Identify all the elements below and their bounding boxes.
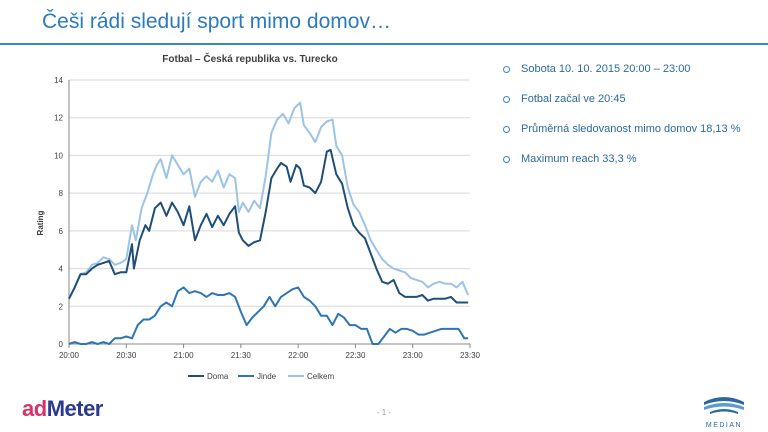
page-number: - 1 - [376, 408, 392, 417]
y-axis-label: Rating [36, 210, 45, 235]
y-tick-label: 6 [59, 227, 64, 236]
bullet-item-date: Sobota 10. 10. 2015 20:00 – 23:00 [503, 62, 743, 77]
bullet-icon [503, 126, 510, 133]
y-tick-label: 2 [59, 302, 64, 311]
x-tick-label: 22:30 [345, 351, 366, 360]
bullet-icon [503, 66, 510, 73]
bullet-icon [503, 96, 510, 103]
y-tick-labels: 0 2 4 6 8 10 12 14 [54, 76, 63, 349]
bullet-list: Sobota 10. 10. 2015 20:00 – 23:00 Fotbal… [503, 62, 743, 182]
median-logo: MEDIAN [700, 394, 748, 429]
y-tick-label: 12 [54, 114, 63, 123]
legend-label-doma: Doma [207, 372, 229, 381]
title-divider [0, 43, 768, 45]
bullet-item-average: Průměrná sledovanost mimo domov 18,13 % [503, 122, 743, 137]
x-tick-label: 23:00 [403, 351, 424, 360]
series-lines [68, 101, 470, 345]
y-tick-label: 10 [54, 151, 63, 160]
chart-grid [68, 79, 471, 348]
x-tick-label: 21:30 [231, 351, 252, 360]
bullet-item-kickoff: Fotbal začal ve 20:45 [503, 92, 743, 107]
series-line-doma [68, 148, 469, 304]
admeter-logo: adMeter [22, 396, 103, 421]
median-logo-icon [704, 397, 744, 414]
x-tick-label: 21:00 [174, 351, 195, 360]
series-line-celkem [68, 101, 470, 300]
x-tick-labels: 20:00 20:30 21:00 21:30 22:00 22:30 23:00 23:30 [59, 351, 480, 360]
chart-legend: Doma Jinde Celkem [188, 372, 334, 381]
slide-title: Češi rádi sledují sport mimo domov… [42, 10, 391, 33]
chart-title: Fotbal – Česká republika vs. Turecko [162, 52, 337, 65]
bullet-item-reach: Maximum reach 33,3 % [503, 152, 743, 167]
y-tick-label: 14 [54, 76, 63, 85]
x-tick-label: 20:00 [59, 351, 80, 360]
x-tick-label: 23:30 [460, 351, 480, 360]
y-tick-label: 8 [59, 189, 64, 198]
line-chart: Fotbal – Česká republika vs. Turecko Rat… [36, 52, 480, 381]
legend-label-celkem: Celkem [307, 372, 334, 381]
legend-label-jinde: Jinde [257, 372, 277, 381]
x-tick-label: 20:30 [116, 351, 137, 360]
series-line-jinde [68, 286, 469, 345]
x-tick-label: 22:00 [288, 351, 309, 360]
y-tick-label: 4 [59, 265, 64, 274]
y-tick-label: 0 [59, 340, 64, 349]
bullet-icon [503, 156, 510, 163]
